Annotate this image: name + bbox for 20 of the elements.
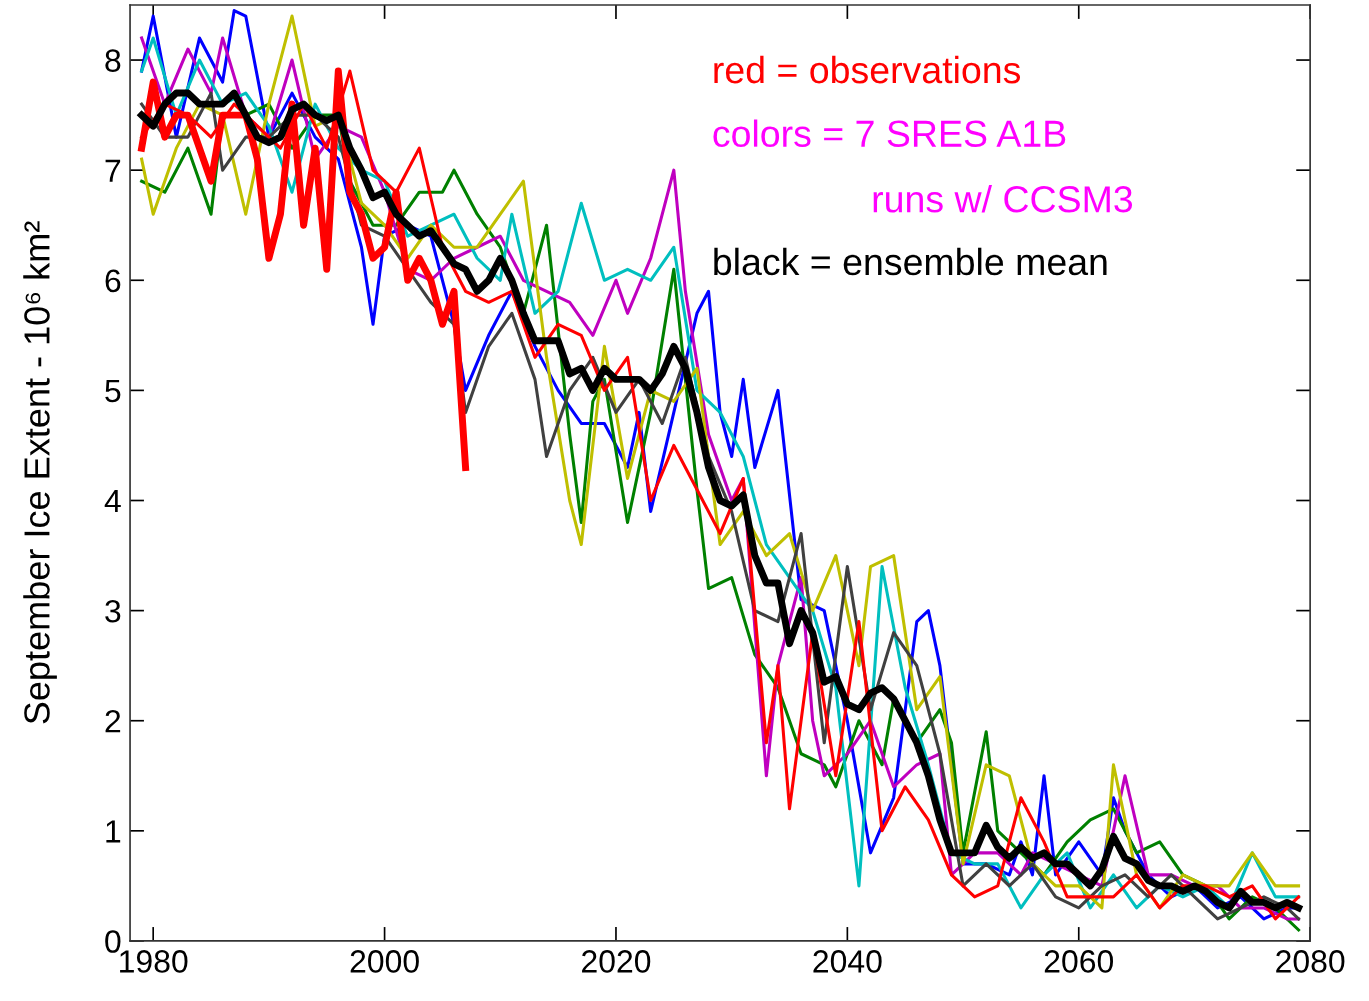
x-tick-label: 2060 xyxy=(1044,950,1114,973)
y-tick-label: 0 xyxy=(105,930,121,953)
x-tick-label: 2000 xyxy=(350,950,419,973)
y-axis-title: September Ice Extent - 10⁶ km² xyxy=(23,221,57,724)
x-tick-label: 1980 xyxy=(120,950,188,973)
y-tick-label: 3 xyxy=(105,599,121,623)
x-tick-label: 2020 xyxy=(582,950,651,973)
y-tick-label: 2 xyxy=(105,709,121,733)
y-tick-label: 8 xyxy=(105,49,121,72)
annotation: black = ensemble mean xyxy=(714,247,1107,276)
annotation: red = observations xyxy=(714,55,1021,84)
x-tick-label: 2080 xyxy=(1276,950,1345,973)
y-tick-label: 1 xyxy=(106,820,121,843)
y-tick-label: 4 xyxy=(104,490,121,513)
y-tick-label: 7 xyxy=(105,159,121,182)
x-tick-label: 2040 xyxy=(813,950,882,973)
annotation: runs w/ CCSM3 xyxy=(873,185,1133,213)
annotation: colors = 7 SRES A1B xyxy=(713,119,1066,148)
y-tick-label: 5 xyxy=(105,379,121,403)
y-tick-label: 6 xyxy=(105,269,121,293)
